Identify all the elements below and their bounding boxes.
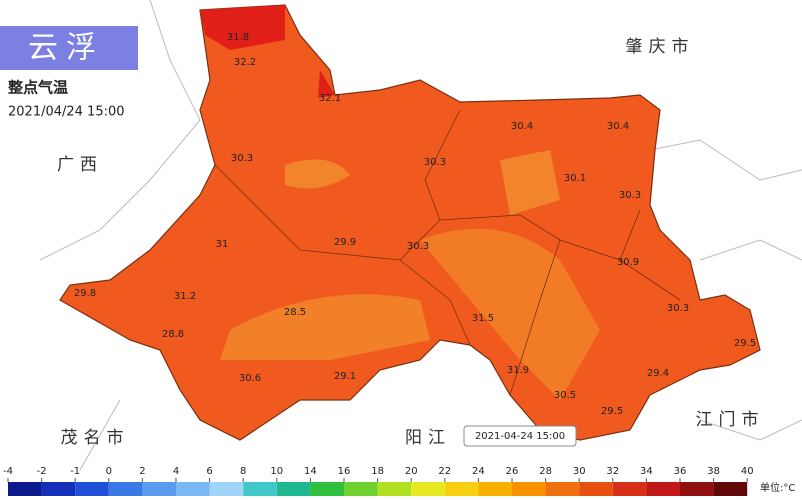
- legend-swatch: [176, 482, 210, 496]
- station-value: 30.4: [607, 121, 629, 132]
- legend-swatch: [209, 482, 244, 496]
- legend-swatch: [8, 482, 42, 496]
- title: 云浮: [28, 31, 104, 66]
- legend-swatch: [545, 482, 580, 496]
- legend-tick-label: 18: [371, 466, 384, 477]
- neighbor-borders: [39, 0, 802, 471]
- legend-tick-label: 34: [640, 466, 653, 477]
- datetime: 2021/04/24 15:00: [8, 105, 125, 120]
- legend-swatch: [680, 482, 714, 496]
- legend-tick-label: 14: [304, 466, 317, 477]
- station-value: 32.2: [234, 57, 256, 68]
- station-value: 29.4: [647, 368, 669, 379]
- station-value: 30.5: [554, 390, 576, 401]
- tooltip-box: [463, 425, 577, 447]
- station-value: 30.1: [564, 173, 586, 184]
- legend-tick-label: 28: [539, 466, 552, 477]
- legend-swatch: [310, 482, 344, 496]
- legend-tick-label: 20: [405, 466, 418, 477]
- station-value: 31: [216, 239, 229, 250]
- legend-swatch: [612, 482, 647, 496]
- legend-swatch: [41, 482, 76, 496]
- neighbor-label: 阳江: [405, 428, 451, 448]
- legend-swatch: [713, 482, 748, 496]
- legend-tick-label: 4: [173, 466, 179, 477]
- legend-tick-label: 0: [106, 466, 112, 477]
- station-value: 29.9: [334, 237, 356, 248]
- legend-tick-label: -4: [3, 466, 13, 477]
- legend-swatch: [512, 482, 546, 496]
- station-value: 29.5: [601, 406, 623, 417]
- neighbor-label: 江门市: [696, 410, 765, 430]
- legend-tick-label: -2: [37, 466, 47, 477]
- legend-tick-label: -1: [70, 466, 80, 477]
- legend-swatch: [646, 482, 680, 496]
- station-value: 31.2: [174, 291, 196, 302]
- legend-tick-label: 16: [338, 466, 351, 477]
- legend-tick-label: 22: [438, 466, 451, 477]
- station-value: 30.9: [617, 257, 639, 268]
- station-value: 31.8: [227, 32, 249, 43]
- neighbor-label: 广西: [57, 155, 103, 175]
- station-value: 30.3: [424, 157, 446, 168]
- station-value: 31.9: [507, 365, 529, 376]
- legend-tick-label: 36: [674, 466, 687, 477]
- tooltip: 2021-04-24 15:00: [475, 431, 565, 442]
- legend-swatch: [444, 482, 479, 496]
- legend-tick-label: 30: [573, 466, 586, 477]
- neighbor-label: 肇庆市: [626, 37, 695, 57]
- station-value: 30.3: [231, 153, 253, 164]
- legend-swatch: [243, 482, 277, 496]
- station-value: 30.3: [407, 241, 429, 252]
- legend-tick-label: 10: [270, 466, 283, 477]
- station-value: 30.3: [619, 190, 641, 201]
- legend-tick-label: 32: [606, 466, 619, 477]
- legend-tick-label: 6: [206, 466, 212, 477]
- legend-tick-label: 40: [741, 466, 754, 477]
- station-value: 30.6: [239, 373, 261, 384]
- title-box: [0, 26, 138, 70]
- legend-swatch: [75, 482, 109, 496]
- legend-tick-label: 26: [506, 466, 519, 477]
- legend-swatch: [478, 482, 512, 496]
- legend-swatch: [344, 482, 378, 496]
- region: [59, 4, 761, 441]
- station-value: 28.5: [284, 307, 306, 318]
- legend-swatch: [377, 482, 412, 496]
- legend: -4 -2 -1 0 2 4 6 8 10 14 16 18 20 22 24 26 28 30 32 34 36 38 4…: [3, 466, 795, 496]
- station-value: 29.5: [734, 338, 756, 349]
- station-value: 28.8: [162, 329, 184, 340]
- legend-swatch: [276, 482, 311, 496]
- legend-tick-label: 2: [139, 466, 145, 477]
- legend-swatch: [411, 482, 445, 496]
- legend-tick-label: 24: [472, 466, 485, 477]
- neighbor-label: 茂名市: [61, 428, 130, 448]
- legend-swatch: [579, 482, 613, 496]
- station-value: 30.3: [667, 303, 689, 314]
- station-value: 30.4: [511, 121, 533, 132]
- legend-swatch: [142, 482, 176, 496]
- legend-tick-label: 38: [707, 466, 720, 477]
- legend-unit: 单位:°C: [760, 481, 795, 494]
- station-value: 29.8: [74, 288, 96, 299]
- legend-tick-label: 8: [240, 466, 246, 477]
- station-value: 31.5: [472, 313, 494, 324]
- subtitle: 整点气温: [8, 79, 68, 97]
- legend-swatch: [108, 482, 143, 496]
- station-value: 29.1: [334, 371, 356, 382]
- station-value: 32.1: [319, 93, 341, 104]
